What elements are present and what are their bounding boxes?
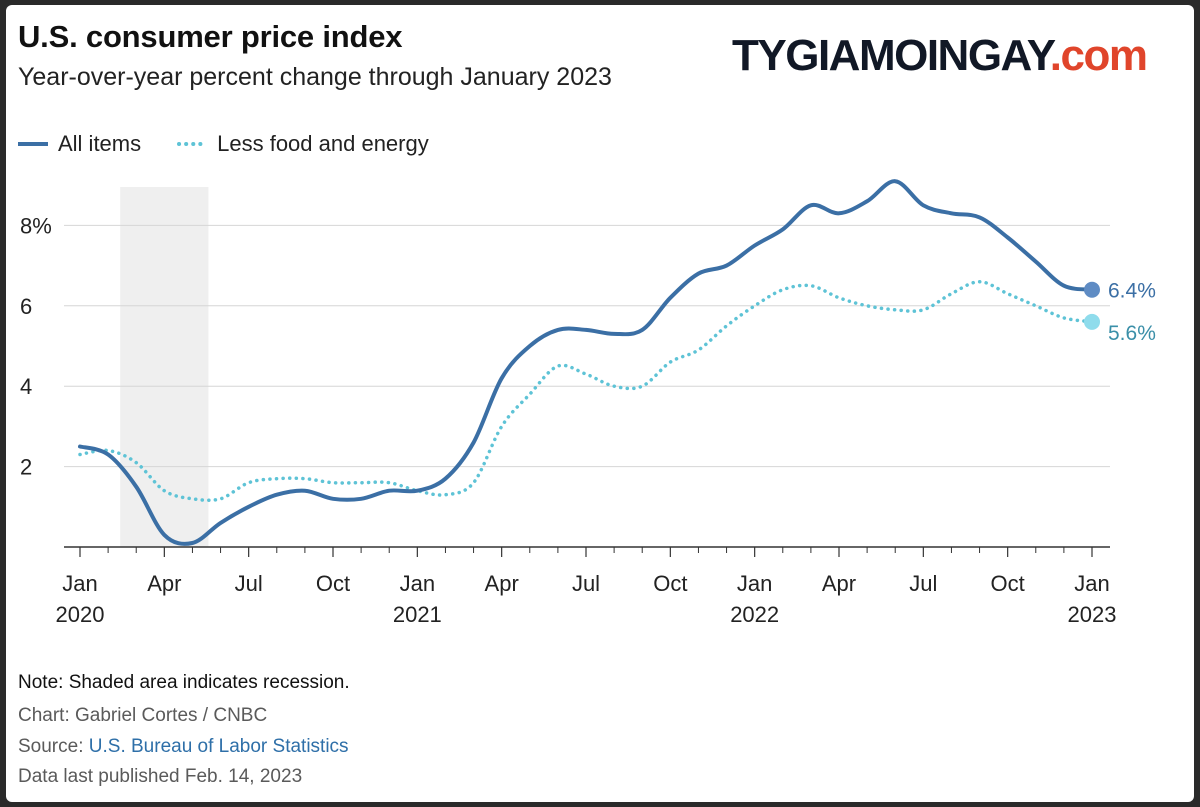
- chart-card: U.S. consumer price index Year-over-year…: [6, 5, 1194, 802]
- chart-source: Source: U.S. Bureau of Labor Statistics: [18, 736, 349, 758]
- source-link[interactable]: U.S. Bureau of Labor Statistics: [88, 736, 349, 757]
- legend-solid-line-icon: [18, 142, 48, 146]
- watermark-suffix: .com: [1049, 31, 1148, 80]
- chart-note: Note: Shaded area indicates recession.: [18, 672, 350, 693]
- legend-label-core: Less food and energy: [217, 131, 429, 156]
- recession-shade: [120, 187, 209, 547]
- x-tick-label: Jan: [400, 571, 435, 596]
- watermark-main: TYGIAMOINGAY: [732, 31, 1051, 80]
- y-tick-label: 6: [20, 294, 32, 319]
- x-tick-label: Jan: [62, 571, 97, 596]
- y-tick-label: 2: [20, 455, 32, 480]
- chart-subtitle: Year-over-year percent change through Ja…: [18, 63, 612, 91]
- y-tick-label: 4: [20, 374, 32, 399]
- x-tick-label: Apr: [485, 571, 519, 596]
- x-year-label: 2020: [56, 602, 105, 627]
- x-tick-label: Jul: [909, 571, 937, 596]
- chart-credit: Chart: Gabriel Cortes / CNBC: [18, 705, 268, 726]
- series-line-core: [78, 279, 1094, 503]
- end-label-all-items: 6.4%: [1108, 280, 1156, 303]
- y-tick-label: 8%: [20, 213, 52, 238]
- x-tick-label: Oct: [991, 571, 1025, 596]
- watermark-logo: TYGIAMOINGAY.com: [732, 31, 1148, 81]
- end-marker-core: [1084, 313, 1100, 330]
- x-tick-label: Jan: [737, 571, 772, 596]
- legend-item-core: Less food and energy: [177, 131, 429, 157]
- x-tick-label: Apr: [147, 571, 181, 596]
- chart-title: U.S. consumer price index: [18, 19, 403, 54]
- series-line-all-items: [78, 179, 1094, 546]
- source-prefix: Source:: [18, 736, 89, 757]
- x-tick-label: Jul: [235, 571, 263, 596]
- end-marker-all-items: [1084, 281, 1100, 298]
- x-tick-label: Apr: [822, 571, 856, 596]
- legend-item-all-items: All items: [18, 131, 141, 157]
- line-chart: 2 4 6 8% Jan 2020 Apr Jul Oct Jan 2021 Apr Jul Oct Jan…: [20, 179, 1156, 627]
- x-year-label: 2021: [393, 602, 442, 627]
- x-tick-label: Oct: [653, 571, 687, 596]
- legend-dotted-line-icon: [177, 142, 208, 146]
- end-label-core: 5.6%: [1108, 322, 1156, 345]
- x-year-label: 2023: [1068, 602, 1117, 627]
- x-tick-label: Jul: [572, 571, 600, 596]
- x-tick-label: Jan: [1074, 571, 1109, 596]
- legend-label-all-items: All items: [58, 131, 142, 156]
- chart-published-date: Data last published Feb. 14, 2023: [18, 766, 303, 787]
- chart-legend: All items Less food and energy: [18, 131, 465, 157]
- x-year-label: 2022: [730, 602, 779, 627]
- x-tick-label: Oct: [316, 571, 350, 596]
